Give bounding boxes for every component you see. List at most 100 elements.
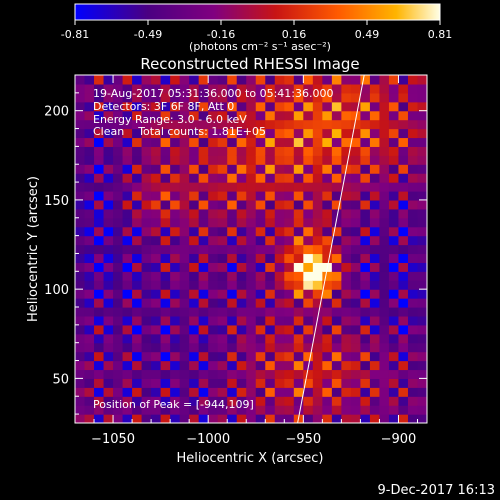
heatmap-cell	[75, 92, 86, 103]
heatmap-cell	[293, 298, 304, 308]
heatmap-cell	[103, 324, 114, 335]
heatmap-cell	[350, 235, 361, 246]
heatmap-cell	[265, 146, 276, 156]
heatmap-cell	[75, 217, 86, 228]
heatmap-cell	[94, 75, 105, 85]
heatmap-cell	[246, 369, 257, 379]
heatmap-cell	[360, 307, 371, 317]
heatmap-cell	[255, 235, 266, 246]
heatmap-cell	[388, 173, 400, 183]
heatmap-cell	[217, 351, 228, 362]
heatmap-cell	[198, 101, 209, 112]
heatmap-cell	[303, 235, 314, 246]
heatmap-cell	[360, 396, 371, 406]
heatmap-cell	[217, 369, 228, 379]
heatmap-cell	[103, 307, 114, 317]
heatmap-cell	[141, 244, 152, 255]
heatmap-cell	[293, 128, 304, 139]
heatmap-cell	[303, 369, 314, 379]
heatmap-cell	[84, 298, 95, 308]
heatmap-cell	[236, 146, 247, 156]
heatmap-cell	[417, 173, 427, 183]
heatmap-cell	[350, 92, 361, 103]
heatmap-cell	[236, 217, 247, 228]
heatmap-cell	[322, 307, 333, 317]
heatmap-cell	[179, 226, 190, 237]
heatmap-cell	[141, 146, 152, 156]
heatmap-cell	[417, 208, 427, 219]
heatmap-cell	[255, 128, 266, 139]
heatmap-cell	[322, 342, 333, 353]
x-axis-ticks: −1050 −1000 −950 −900	[91, 75, 418, 447]
heatmap-cell	[198, 387, 209, 397]
heatmap-cell	[255, 137, 266, 147]
heatmap-cell	[160, 396, 171, 406]
heatmap-cell	[369, 351, 381, 362]
heatmap-cell	[122, 253, 133, 263]
heatmap-cell	[398, 92, 409, 103]
heatmap-cell	[331, 164, 342, 174]
heatmap-cell	[407, 101, 419, 112]
heatmap-cell	[303, 83, 314, 94]
heatmap-cell	[170, 137, 181, 147]
heatmap-cell	[331, 396, 342, 406]
heatmap-cell	[331, 83, 342, 94]
heatmap-cell	[369, 342, 381, 353]
heatmap-cell	[189, 405, 200, 415]
heatmap-cell	[407, 226, 419, 237]
heatmap-cell	[417, 199, 427, 210]
heatmap-cell	[208, 253, 219, 263]
heatmap-cell	[132, 92, 143, 103]
heatmap-cell	[217, 199, 228, 210]
heatmap-cell	[388, 146, 400, 156]
heatmap-cell	[113, 173, 124, 183]
heatmap-cell	[227, 360, 238, 371]
heatmap-cell	[179, 307, 190, 317]
heatmap-cell	[369, 307, 381, 317]
heatmap-cell	[103, 378, 114, 388]
heatmap-cell	[208, 101, 219, 112]
heatmap-cell	[236, 307, 247, 317]
heatmap-cell	[227, 271, 238, 281]
heatmap-cell	[388, 378, 400, 388]
heatmap-cell	[246, 315, 257, 326]
heatmap-cell	[132, 208, 143, 219]
heatmap-cell	[360, 128, 371, 139]
heatmap-cell	[189, 208, 200, 219]
heatmap-cell	[227, 414, 238, 423]
heatmap-cell	[303, 191, 314, 201]
heatmap-cell	[255, 405, 266, 415]
heatmap-cell	[141, 289, 152, 299]
heatmap-cell	[141, 110, 152, 121]
heatmap-cell	[179, 289, 190, 299]
heatmap-cell	[189, 110, 200, 121]
heatmap-cell	[312, 351, 323, 362]
heatmap-cell	[417, 191, 427, 201]
heatmap-cell	[369, 405, 381, 415]
heatmap-cell	[170, 191, 181, 201]
heatmap-cell	[360, 137, 371, 147]
heatmap-cell	[122, 235, 133, 246]
heatmap-cell	[227, 378, 238, 388]
heatmap-cell	[122, 280, 133, 290]
heatmap-cell	[379, 351, 390, 362]
heatmap-cell	[360, 155, 371, 165]
heatmap-cell	[293, 235, 304, 246]
heatmap-cell	[274, 298, 285, 308]
heatmap-cell	[265, 351, 276, 362]
heatmap-cell	[331, 289, 342, 299]
heatmap-cell	[331, 324, 342, 335]
heatmap-cell	[75, 324, 86, 335]
heatmap-cell	[103, 253, 114, 263]
heatmap-cell	[141, 235, 152, 246]
heatmap-cell	[170, 226, 181, 237]
heatmap-cell	[350, 110, 361, 121]
heatmap-cell	[208, 378, 219, 388]
heatmap-cell	[350, 307, 361, 317]
heatmap-cell	[189, 244, 200, 255]
heatmap-cell	[141, 262, 152, 272]
heatmap-cell	[84, 235, 95, 246]
heatmap-cell	[293, 83, 304, 94]
heatmap-cell	[179, 298, 190, 308]
colorbar-tick-label: 0.16	[282, 28, 307, 41]
